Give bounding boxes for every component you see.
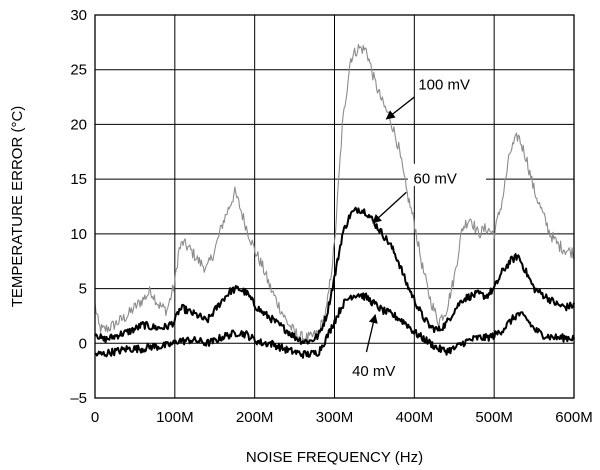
- arrow-40mv: [365, 313, 378, 353]
- annotations: 100 mV 60 mV 40 mV: [348, 76, 486, 380]
- series-line-100mv: [94, 43, 575, 344]
- y-axis-title: TEMPERATURE ERROR (°C): [9, 106, 26, 308]
- grid: [95, 15, 574, 398]
- annotation-60mv: 60 mV: [414, 171, 457, 188]
- y-tick-label: –5: [70, 390, 87, 407]
- label-background-60mv: [407, 163, 486, 186]
- series-line-40mv: [94, 292, 575, 359]
- x-tick-label: 300M: [316, 409, 354, 426]
- y-tick-label: 20: [70, 116, 87, 133]
- label-background-40mv: [348, 356, 411, 379]
- y-tick-label: 15: [70, 171, 87, 188]
- annotation-100mv: 100 mV: [418, 76, 470, 93]
- x-tick-label: 400M: [396, 409, 434, 426]
- y-tick-label: 10: [70, 226, 87, 243]
- y-tick-label: 0: [79, 335, 87, 352]
- x-tick-label: 500M: [475, 409, 513, 426]
- series-line-60mv: [94, 206, 575, 345]
- y-tick-label: 5: [79, 281, 87, 298]
- arrow-100mv: [385, 96, 415, 120]
- plot-frame: [94, 14, 575, 399]
- y-tick-label: 25: [70, 62, 87, 79]
- x-tick-labels: 0 100M 200M 300M 400M 500M 600M: [91, 409, 593, 426]
- x-axis-title: NOISE FREQUENCY (Hz): [246, 449, 423, 466]
- x-tick-label: 200M: [236, 409, 274, 426]
- x-tick-label: 600M: [555, 409, 593, 426]
- x-tick-label: 100M: [156, 409, 194, 426]
- y-tick-labels: –5 0 5 10 15 20 25 30: [70, 7, 87, 407]
- x-tick-label: 0: [91, 409, 99, 426]
- series-layer: [94, 43, 575, 359]
- arrow-60mv: [372, 191, 407, 224]
- annotation-40mv: 40 mV: [352, 363, 395, 380]
- y-tick-label: 30: [70, 7, 87, 24]
